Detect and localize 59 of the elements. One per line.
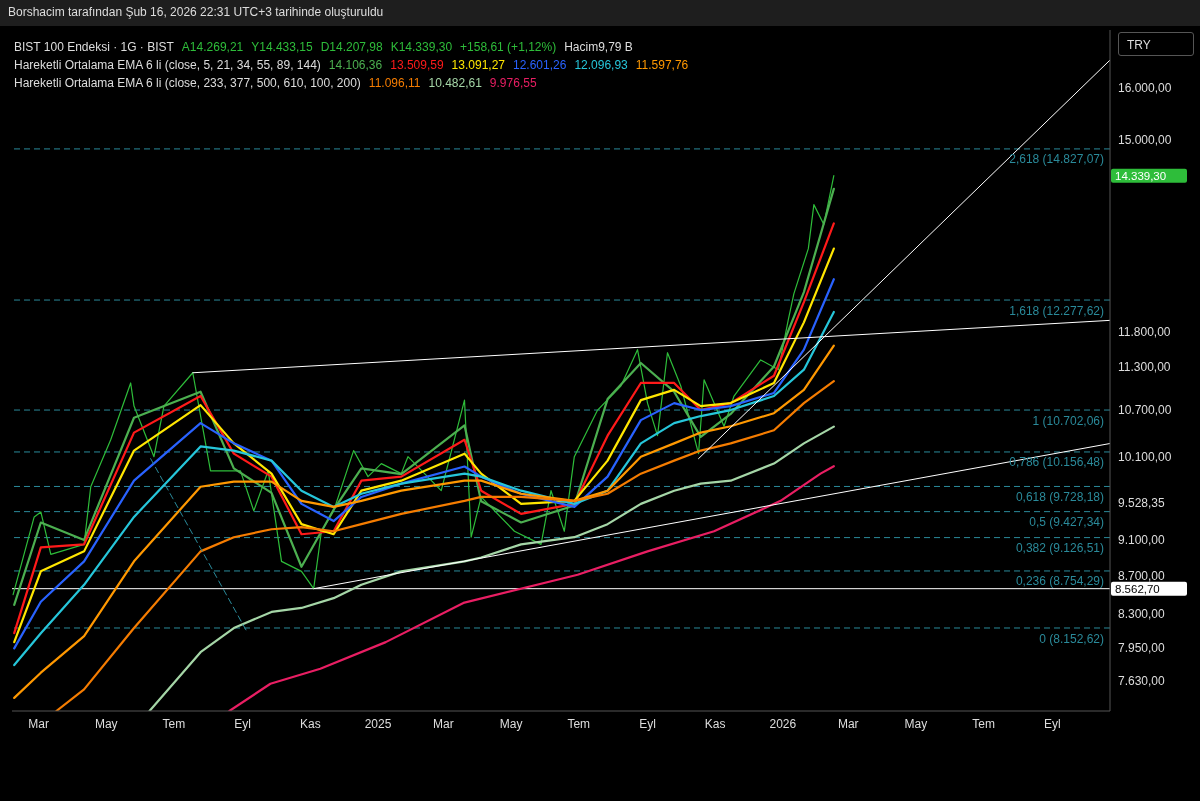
ref-line-label: 0,5 (9.427,34) [1029, 515, 1104, 530]
text: 10.482,61 [428, 76, 482, 90]
ref-line-label: 0,236 (8.754,29) [1015, 574, 1104, 589]
annotation: Hacim9,79 B [564, 40, 633, 54]
text: 13.091,27 [451, 58, 505, 72]
x-tick-label: May [904, 716, 928, 731]
y-tick-label: 10.100,00 [1118, 449, 1172, 464]
ref-line-label: 1,618 (12.277,62) [1009, 303, 1104, 318]
text: 9.976,55 [489, 76, 537, 90]
y-tick-label: 11.300,00 [1118, 359, 1171, 374]
text: 12.601,26 [513, 58, 567, 72]
text: BIST 100 Endeksi · 1G · BIST [14, 40, 174, 54]
ref-line-label: 0,618 (9.728,18) [1015, 489, 1104, 504]
annotation: A14.269,21 [181, 40, 244, 54]
annotation: K14.339,30 [390, 40, 453, 54]
ref-line-label: 2,618 (14.827,07) [1009, 152, 1104, 167]
x-tick-label: Tem [972, 716, 995, 731]
x-tick-label: 2026 [769, 716, 797, 731]
y-tick-label: 11.800,00 [1118, 325, 1171, 340]
y-tick-label: 7.630,00 [1118, 674, 1166, 689]
x-tick-label: Eyl [234, 716, 252, 731]
ref-line-label: 0 (8.152,62) [1039, 631, 1104, 646]
text: 13.509,59 [390, 58, 444, 72]
x-tick-label: Eyl [639, 716, 656, 731]
y-tick-label: 15.000,00 [1118, 132, 1172, 147]
text: 12.096,93 [574, 58, 628, 72]
y-tick-label: 8.700,00 [1118, 569, 1166, 584]
y-tick-label: 10.700,00 [1118, 403, 1172, 418]
x-tick-label: Mar [433, 716, 454, 731]
x-tick-label: Kas [704, 716, 726, 731]
annotation: Y14.433,15 [251, 40, 313, 54]
x-tick-label: Tem [162, 716, 186, 731]
x-tick-label: Eyl [1043, 716, 1061, 731]
ref-line-label: 0,786 (10.156,48) [1009, 455, 1104, 470]
x-tick-label: Tem [567, 716, 591, 731]
annotation: Hareketli Ortalama EMA 6 li (close, 5, 21, 34, 55, 89, 144) [14, 58, 321, 72]
ref-line-label: 0,382 (9.126,51) [1015, 541, 1104, 556]
y-tick-label: 8.300,00 [1118, 606, 1166, 621]
x-tick-label: Kas [300, 716, 321, 731]
y-tick-label: 9.528,35 [1118, 496, 1166, 511]
annotation: Hareketli Ortalama EMA 6 li (close, 233, 377, 500, 610, 100, 200) [14, 76, 361, 90]
ref-line-label: 1 (10.702,06) [1032, 413, 1104, 428]
text: Borshacim tarafından Şub 16, 2026 22:31 UTC+3 tarihinde oluşturuldu [8, 5, 384, 19]
x-tick-label: Mar [837, 716, 859, 731]
x-tick-label: 2025 [364, 716, 392, 731]
x-tick-label: May [94, 716, 118, 731]
y-tick-label: 9.100,00 [1118, 533, 1166, 548]
annotation: +158,61 (+1,12%) [460, 40, 557, 54]
text: 11.597,76 [635, 58, 689, 72]
y-tick-label: 7.950,00 [1118, 641, 1166, 656]
text: 14.106,36 [328, 58, 383, 72]
ref-line-label: 8.562,70 [1115, 582, 1160, 595]
text: TRY [1118, 32, 1194, 56]
x-tick-label: May [499, 716, 523, 731]
annotation: D14.207,98 [320, 40, 383, 54]
text: 11.096,11 [368, 76, 421, 90]
x-tick-label: Mar [28, 716, 49, 731]
y-tick-label: 16.000,00 [1118, 81, 1172, 96]
text: 14.339,30 [1115, 169, 1167, 182]
